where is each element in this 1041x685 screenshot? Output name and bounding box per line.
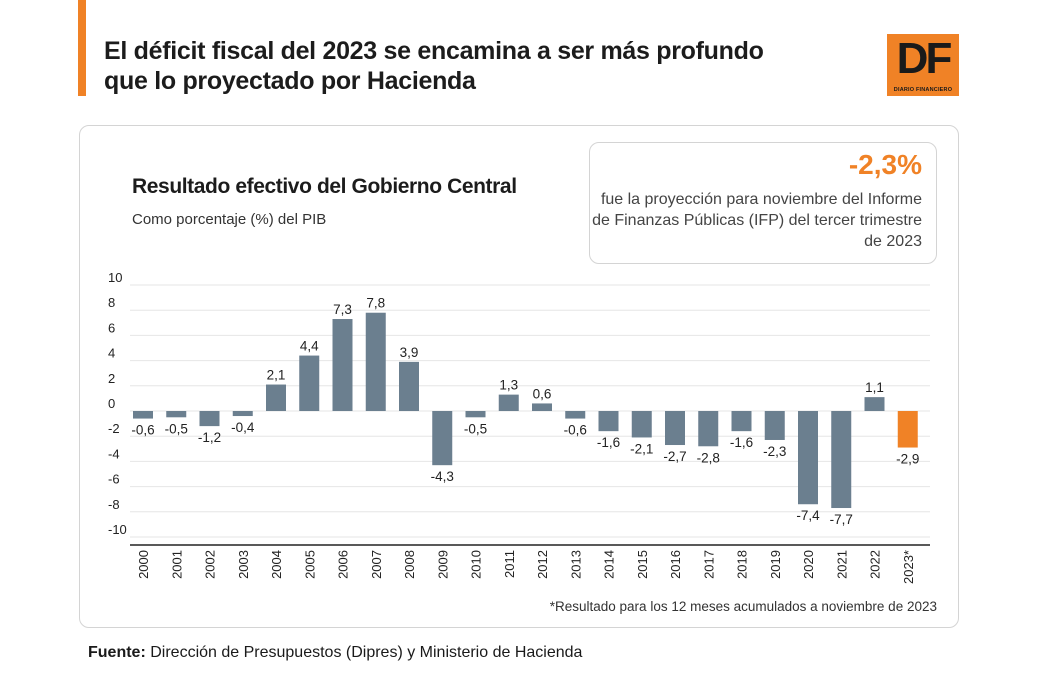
data-label: 4,4 (300, 339, 319, 354)
bar (332, 319, 353, 411)
x-tick-label: 2021 (834, 550, 849, 579)
bar (665, 411, 685, 446)
y-tick-label: 0 (108, 396, 115, 411)
y-tick-label: 4 (108, 346, 115, 361)
bar (399, 361, 419, 411)
data-label: 1,1 (865, 380, 884, 395)
x-tick-label: 2008 (402, 550, 417, 579)
data-label: 3,9 (400, 345, 419, 360)
x-tick-label: 2020 (801, 550, 816, 579)
data-label: -0,6 (131, 423, 154, 438)
y-tick-label: -4 (108, 446, 120, 461)
y-tick-label: -6 (108, 472, 120, 487)
x-tick-label: 2014 (602, 550, 617, 579)
bar (798, 411, 818, 505)
data-label: -4,3 (431, 469, 454, 484)
bar (764, 411, 785, 440)
bar (631, 411, 652, 438)
bar (565, 411, 586, 419)
df-logo[interactable]: DF DIARIO FINANCIERO (887, 34, 959, 96)
x-tick-label: 2022 (868, 550, 883, 579)
accent-bar (78, 0, 86, 96)
data-label: -7,7 (830, 512, 853, 527)
x-tick-label: 2000 (136, 550, 151, 579)
data-label: -1,6 (597, 435, 620, 450)
data-label: -0,5 (165, 421, 188, 436)
source-text: Dirección de Presupuestos (Dipres) y Min… (150, 644, 583, 661)
data-label: -2,1 (630, 441, 653, 456)
x-tick-label: 2002 (203, 550, 218, 579)
data-label: 2,1 (267, 368, 286, 383)
data-label: -0,4 (231, 420, 255, 435)
footnote: *Resultado para los 12 meses acumulados … (549, 599, 937, 614)
logo-letters: DF (896, 34, 953, 83)
bar (166, 411, 187, 418)
x-tick-label: 2012 (535, 550, 550, 579)
bar (465, 411, 486, 418)
bar (598, 411, 619, 432)
x-tick-label: 2017 (701, 550, 716, 579)
bar (432, 411, 453, 466)
x-tick-label: 2004 (269, 550, 284, 579)
y-tick-label: -8 (108, 497, 120, 512)
x-tick-label: 2015 (635, 550, 650, 579)
bar (199, 411, 220, 427)
bar (831, 411, 852, 509)
y-tick-label: 8 (108, 295, 115, 310)
projection-callout: -2,3% fue la proyección para noviembre d… (589, 142, 937, 264)
bar (532, 403, 552, 411)
x-tick-label: 2019 (768, 550, 783, 579)
headline: El déficit fiscal del 2023 se encamina a… (104, 37, 764, 95)
x-tick-label: 2003 (236, 550, 251, 579)
bar (365, 312, 386, 411)
y-tick-label: 10 (108, 270, 122, 285)
data-label: -2,3 (763, 444, 786, 459)
callout-value: -2,3% (848, 149, 922, 180)
data-label: -7,4 (796, 508, 820, 523)
data-label: 0,6 (533, 386, 552, 401)
x-tick-label: 2023* (901, 550, 916, 584)
y-tick-label: -2 (108, 421, 120, 436)
x-tick-label: 2006 (336, 550, 351, 579)
bar (133, 411, 153, 419)
data-label: -2,8 (697, 450, 720, 465)
x-tick-label: 2013 (568, 550, 583, 579)
x-tick-label: 2007 (369, 550, 384, 579)
chart-title: Resultado efectivo del Gobierno Central (132, 175, 517, 198)
data-label: 7,3 (333, 302, 352, 317)
data-label: -2,9 (896, 452, 919, 467)
bar (232, 411, 253, 417)
x-tick-label: 2001 (169, 550, 184, 579)
x-tick-label: 2005 (302, 550, 317, 579)
x-tick-label: 2016 (668, 550, 683, 579)
bar (299, 355, 320, 411)
data-label: -0,5 (464, 421, 487, 436)
data-label: -1,6 (730, 435, 753, 450)
chart-subtitle: Como porcentaje (%) del PIB (132, 211, 327, 228)
data-label: -1,2 (198, 430, 221, 445)
x-tick-label: 2018 (735, 550, 750, 579)
x-tick-label: 2010 (469, 550, 484, 579)
bar (266, 384, 286, 411)
y-tick-label: 6 (108, 320, 115, 335)
data-label: 7,8 (366, 296, 385, 311)
source-line: Fuente: Dirección de Presupuestos (Dipre… (88, 644, 582, 662)
source-label: Fuente: (88, 644, 146, 661)
logo-subtitle: DIARIO FINANCIERO (893, 87, 953, 93)
bar (897, 411, 918, 448)
bar (731, 411, 752, 432)
y-tick-label: -10 (108, 522, 127, 537)
bar (864, 397, 885, 411)
x-tick-label: 2011 (502, 550, 517, 578)
y-tick-label: 2 (108, 371, 115, 386)
bar (698, 411, 719, 447)
bar (498, 394, 519, 411)
data-label: -0,6 (564, 423, 587, 438)
callout-text: fue la proyección para noviembre del Inf… (592, 191, 922, 250)
data-label: 1,3 (499, 378, 518, 393)
data-label: -2,7 (663, 449, 686, 464)
x-tick-label: 2009 (435, 550, 450, 579)
